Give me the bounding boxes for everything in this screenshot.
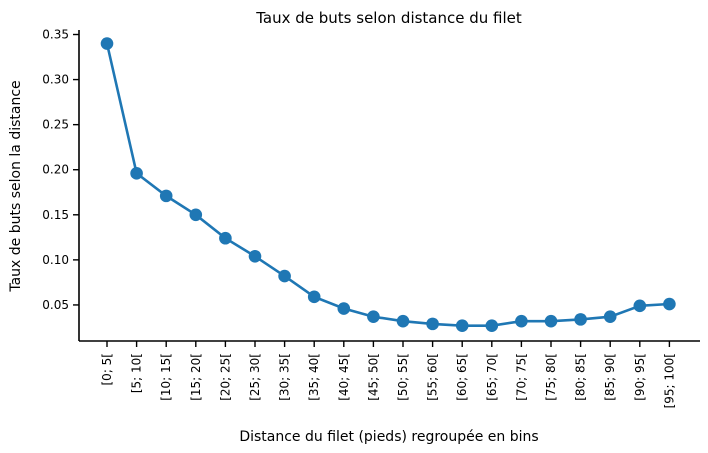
data-point	[485, 319, 499, 332]
data-point	[367, 310, 380, 323]
y-tick-label: 0.25	[42, 118, 69, 132]
data-point	[219, 231, 232, 245]
x-tick-label: [0; 5[	[100, 353, 114, 386]
x-tick-label: [15; 20[	[189, 353, 203, 401]
data-point	[574, 313, 587, 326]
data-point	[248, 249, 262, 263]
y-tick-label: 0.15	[42, 208, 69, 222]
x-axis-ticks: [0; 5[ [5; 10[ [10; 15[ [15; 20[ [20; 25[ [25…	[100, 341, 676, 408]
x-tick-label: [35; 40[	[307, 353, 321, 401]
x-tick-label: [10; 15[	[159, 353, 173, 401]
data-point	[396, 314, 410, 328]
data-point	[515, 314, 528, 328]
data-point	[603, 310, 617, 323]
data-point	[130, 167, 143, 180]
data-point	[337, 302, 351, 315]
data-point	[455, 319, 469, 332]
y-axis-label: Taux de buts selon la distance	[8, 80, 24, 292]
data-point	[633, 299, 647, 313]
data-point	[426, 317, 439, 331]
data-point	[663, 297, 676, 311]
x-tick-label: [30; 35[	[278, 353, 292, 401]
x-tick-label: [55; 60[	[426, 353, 440, 401]
data-point	[307, 290, 321, 304]
x-tick-label: [5; 10[	[130, 353, 144, 393]
x-tick-label: [60; 65[	[455, 353, 469, 401]
x-axis-label: Distance du filet (pieds) regroupée en b…	[239, 429, 538, 445]
x-tick-label: [45; 50[	[366, 353, 380, 401]
y-tick-label: 0.35	[42, 28, 69, 42]
x-tick-label: [50; 55[	[396, 353, 410, 401]
x-tick-label: [95; 100[	[662, 353, 676, 408]
x-tick-label: [80; 85[	[574, 353, 588, 401]
x-tick-label: [75; 80[	[544, 353, 558, 401]
y-axis-ticks: 0.05 0.10 0.15 0.20 0.25 0.30 0.35	[42, 28, 79, 312]
data-point	[278, 269, 291, 283]
x-tick-label: [40; 45[	[337, 353, 351, 401]
x-tick-label: [70; 75[	[514, 353, 528, 401]
chart-title: Taux de buts selon distance du filet	[255, 9, 522, 27]
x-tick-label: [20; 25[	[218, 353, 232, 401]
data-point	[159, 189, 173, 203]
x-tick-label: [65; 70[	[485, 353, 499, 401]
x-tick-label: [25; 30[	[248, 353, 262, 401]
y-tick-label: 0.05	[42, 298, 69, 312]
data-point	[544, 314, 558, 328]
data-point	[100, 37, 114, 50]
series-line	[105, 43, 670, 327]
x-tick-label: [90; 95[	[633, 353, 647, 401]
data-points	[100, 37, 676, 332]
y-tick-label: 0.30	[42, 73, 69, 87]
y-tick-label: 0.20	[42, 163, 69, 177]
y-tick-label: 0.10	[42, 253, 69, 267]
x-tick-label: [85; 90[	[603, 353, 617, 401]
data-point	[189, 208, 203, 222]
